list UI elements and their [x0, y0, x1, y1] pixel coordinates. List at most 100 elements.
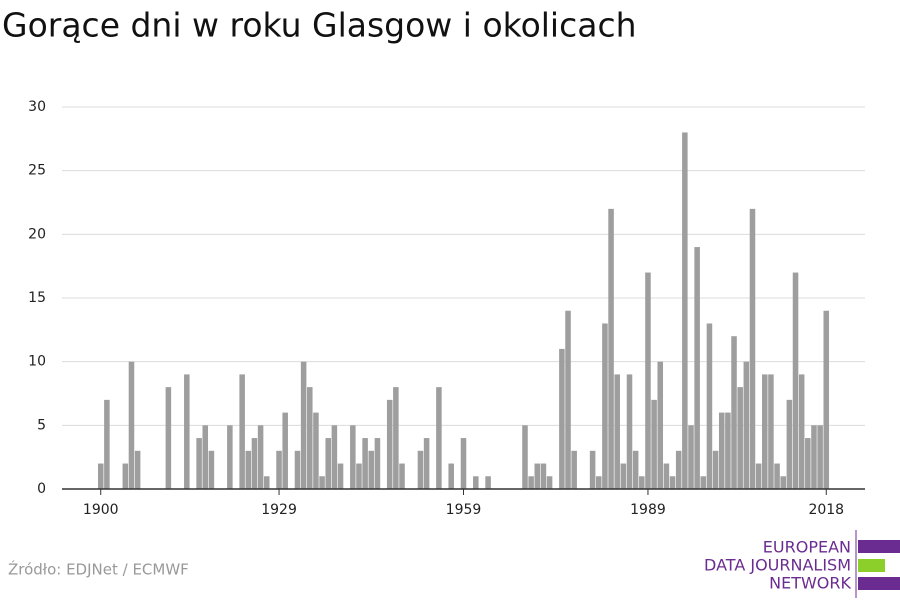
bar	[632, 450, 639, 489]
bar	[448, 463, 454, 489]
bar	[485, 476, 491, 489]
bar	[614, 374, 620, 489]
bar	[128, 361, 135, 489]
bar	[122, 463, 129, 489]
bar	[313, 412, 319, 489]
bar	[294, 450, 301, 489]
bar	[208, 450, 215, 489]
bar	[706, 323, 713, 489]
bar	[749, 208, 756, 489]
bar	[626, 374, 633, 489]
bar	[534, 463, 541, 489]
y-tick-label: 15	[28, 290, 46, 306]
logo-bar	[858, 559, 885, 572]
bar	[737, 387, 743, 489]
logo-text: NETWORK	[769, 574, 851, 593]
bar	[805, 438, 811, 489]
bar	[263, 476, 270, 489]
bar	[620, 463, 627, 489]
bar	[731, 336, 737, 489]
bar	[712, 450, 719, 489]
bar	[374, 438, 381, 489]
bar	[589, 450, 596, 489]
bar	[565, 310, 571, 489]
bar	[694, 247, 700, 489]
bar	[399, 463, 405, 489]
bar	[571, 450, 577, 489]
bar	[755, 463, 762, 489]
bar	[718, 412, 725, 489]
logo-text: DATA JOURNALISM	[704, 556, 851, 575]
bar	[97, 463, 104, 489]
logo-bar	[858, 577, 900, 590]
bar	[559, 348, 565, 489]
bar	[639, 476, 645, 489]
bar	[300, 361, 307, 489]
y-tick-label: 30	[28, 99, 46, 115]
bar	[811, 425, 817, 489]
x-tick-label: 1989	[630, 502, 666, 518]
bar	[817, 425, 823, 489]
bar	[725, 412, 731, 489]
chart-title: Gorące dni w roku Glasgow i okolicach	[2, 6, 637, 45]
x-tick-label: 2018	[808, 502, 844, 518]
bar	[165, 387, 172, 489]
logo-text: EUROPEAN	[763, 538, 851, 557]
bar	[423, 438, 430, 489]
bar	[356, 463, 362, 489]
bar	[245, 450, 252, 489]
bar	[393, 387, 399, 489]
bar	[682, 132, 688, 489]
bar	[202, 425, 209, 489]
y-tick-label: 20	[28, 226, 46, 242]
x-tick-label: 1900	[83, 502, 119, 518]
bar	[331, 425, 338, 489]
bar	[608, 208, 614, 489]
y-tick-label: 25	[28, 163, 46, 179]
bar	[675, 450, 682, 489]
bar	[596, 476, 602, 489]
source: Źródło: EDJNet / ECMWF	[8, 560, 189, 579]
bar	[786, 399, 793, 489]
bar	[780, 476, 786, 489]
bar	[774, 463, 780, 489]
bar	[663, 463, 670, 489]
bar	[350, 425, 356, 489]
bar	[337, 463, 344, 489]
bar	[700, 476, 707, 489]
bar	[386, 399, 393, 489]
bar	[602, 323, 608, 489]
bar	[319, 476, 325, 489]
bar	[362, 438, 368, 489]
bar	[743, 361, 750, 489]
bar	[768, 374, 774, 489]
bar	[436, 387, 442, 489]
x-tick-label: 1959	[446, 502, 482, 518]
bar	[657, 361, 664, 489]
bar	[522, 425, 528, 489]
bar	[651, 399, 657, 489]
bar	[540, 463, 547, 489]
bar	[251, 438, 258, 489]
bar	[762, 374, 768, 489]
bar	[528, 476, 534, 489]
bar	[688, 425, 694, 489]
bar	[325, 438, 331, 489]
x-tick-label: 1929	[261, 502, 297, 518]
bar	[196, 438, 202, 489]
bar	[645, 272, 651, 489]
bar	[792, 272, 799, 489]
bar	[134, 450, 141, 489]
bar	[368, 450, 375, 489]
logo: EUROPEAN DATA JOURNALISM NETWORK	[704, 530, 900, 598]
logo-bar	[858, 540, 900, 553]
bar	[239, 374, 245, 489]
bar	[460, 438, 467, 489]
bar	[798, 374, 805, 489]
bar	[104, 399, 110, 489]
y-tick-label: 10	[28, 354, 46, 370]
bar	[276, 450, 282, 489]
bar	[227, 425, 233, 489]
bar	[473, 476, 479, 489]
